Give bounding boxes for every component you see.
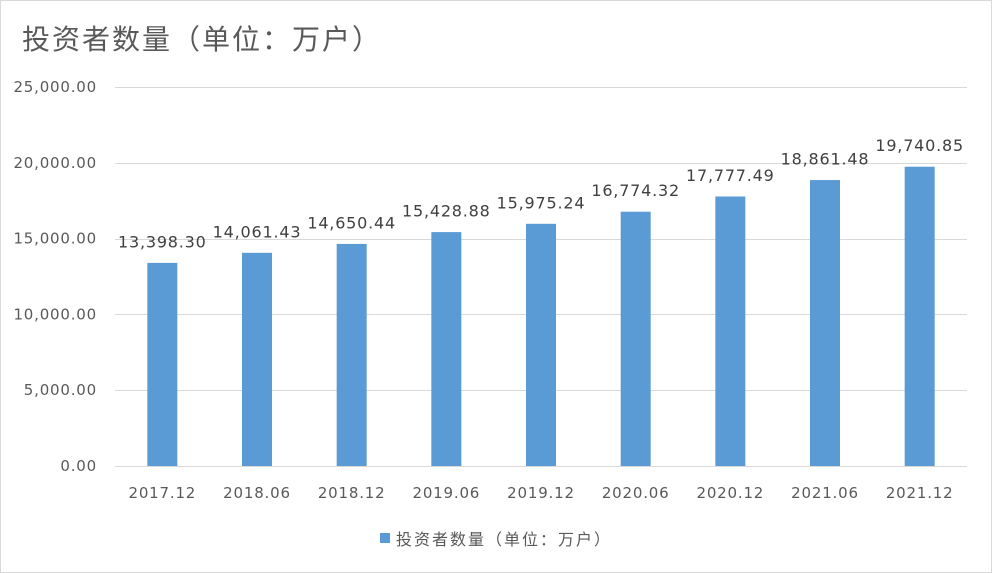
x-tick-label: 2019.12 [507,484,575,502]
x-tick-label: 2018.12 [318,484,386,502]
x-tick-label: 2018.06 [223,484,291,502]
bar [431,232,462,466]
legend: 投资者数量（单位：万户） [0,527,992,549]
y-tick-label: 5,000.00 [24,381,97,399]
x-tick-label: 2020.12 [697,484,765,502]
bar [904,166,935,467]
bar [147,262,178,466]
chart-title: 投资者数量（单位：万户） [22,23,383,56]
x-tick-label: 2019.06 [413,484,481,502]
bar [336,243,367,466]
data-label: 19,740.85 [875,136,964,155]
bar [715,196,746,466]
legend-label: 投资者数量（单位：万户） [395,530,612,549]
x-tick-label: 2021.06 [791,484,859,502]
y-tick-label: 0.00 [60,457,97,475]
data-label: 14,061.43 [213,222,302,241]
x-tick-label: 2021.12 [886,484,954,502]
y-tick-label: 15,000.00 [13,230,97,248]
bar [242,252,272,466]
data-label: 16,774.32 [591,181,680,200]
data-label: 13,398.30 [118,232,207,251]
bar [526,223,556,466]
data-label: 17,777.49 [686,166,775,185]
y-tick-label: 10,000.00 [13,305,97,323]
y-tick-label: 20,000.00 [13,154,97,172]
x-tick-label: 2017.12 [129,484,197,502]
data-label: 15,975.24 [497,193,586,212]
data-label: 18,861.48 [781,150,870,169]
x-tick-label: 2020.06 [602,484,670,502]
legend-swatch [379,533,390,543]
y-tick-label: 25,000.00 [13,78,97,96]
bar [810,180,840,466]
bar [620,211,651,466]
data-label: 14,650.44 [307,213,396,232]
data-label: 15,428.88 [402,202,491,221]
